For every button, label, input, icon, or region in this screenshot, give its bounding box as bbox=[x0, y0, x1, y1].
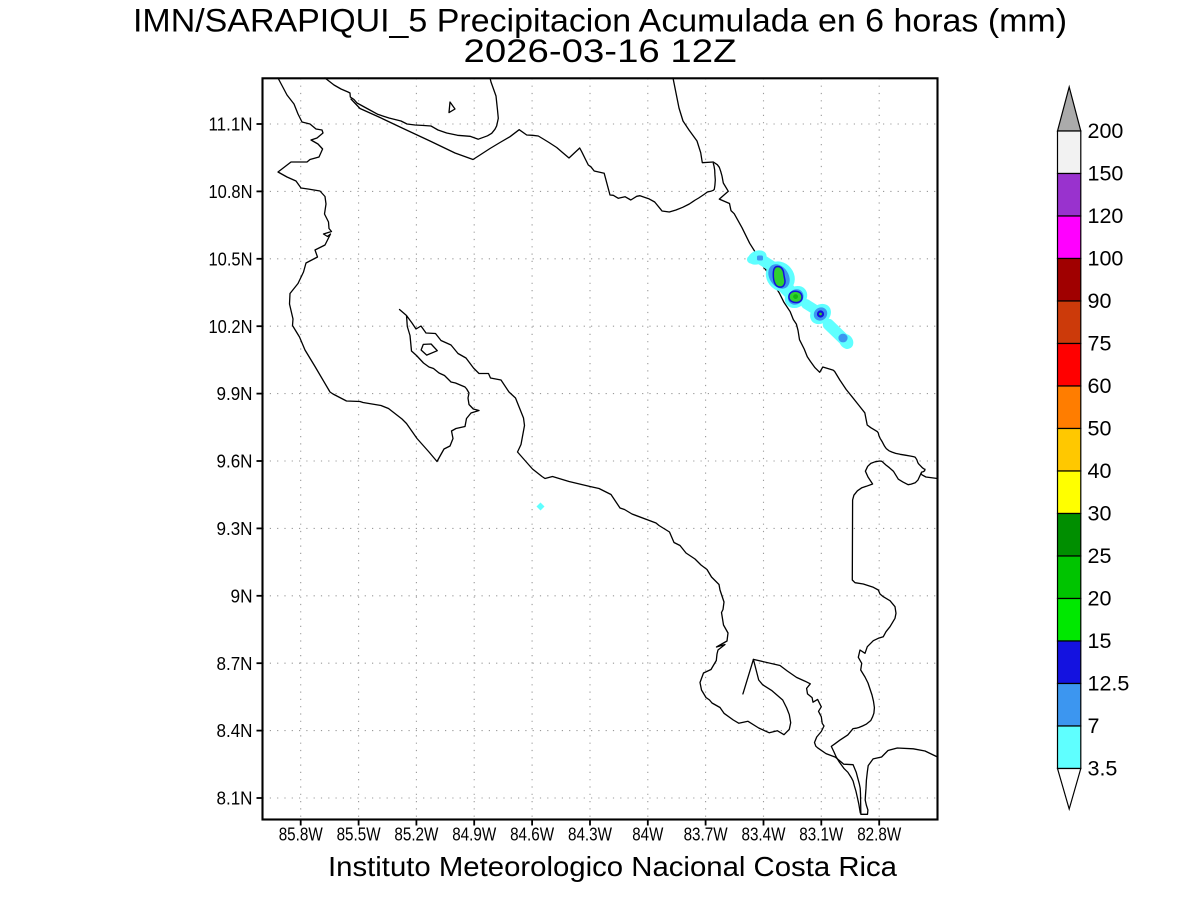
svg-text:Instituto Meteorologico Nacion: Instituto Meteorologico Nacional Costa R… bbox=[328, 851, 897, 882]
svg-text:84W: 84W bbox=[632, 825, 663, 845]
svg-text:9.3N: 9.3N bbox=[217, 519, 253, 539]
svg-text:25: 25 bbox=[1088, 544, 1112, 568]
svg-text:8.1N: 8.1N bbox=[217, 789, 253, 809]
svg-text:84.6W: 84.6W bbox=[510, 825, 554, 845]
svg-text:85.5W: 85.5W bbox=[337, 825, 381, 845]
svg-text:3.5: 3.5 bbox=[1088, 757, 1118, 781]
svg-text:9.6N: 9.6N bbox=[217, 452, 253, 472]
svg-text:75: 75 bbox=[1088, 332, 1112, 356]
svg-text:120: 120 bbox=[1088, 204, 1124, 228]
svg-text:83.7W: 83.7W bbox=[684, 825, 728, 845]
svg-text:2026-03-16 12Z: 2026-03-16 12Z bbox=[464, 33, 737, 69]
svg-text:30: 30 bbox=[1088, 502, 1112, 526]
svg-text:9.9N: 9.9N bbox=[217, 384, 253, 404]
svg-text:90: 90 bbox=[1088, 289, 1112, 313]
svg-text:11.1N: 11.1N bbox=[209, 115, 253, 135]
svg-text:9N: 9N bbox=[231, 586, 253, 606]
svg-text:IMN/SARAPIQUI_5 Precipitacion: IMN/SARAPIQUI_5 Precipitacion Acumulada … bbox=[133, 3, 1067, 39]
svg-text:200: 200 bbox=[1088, 119, 1124, 143]
svg-text:82.8W: 82.8W bbox=[857, 825, 901, 845]
svg-text:60: 60 bbox=[1088, 374, 1112, 398]
svg-text:10.8N: 10.8N bbox=[209, 182, 253, 202]
svg-text:12.5: 12.5 bbox=[1088, 672, 1130, 696]
svg-text:50: 50 bbox=[1088, 417, 1112, 441]
svg-text:8.4N: 8.4N bbox=[217, 721, 253, 741]
svg-text:84.9W: 84.9W bbox=[452, 825, 496, 845]
svg-text:20: 20 bbox=[1088, 587, 1112, 611]
svg-text:84.3W: 84.3W bbox=[568, 825, 612, 845]
svg-text:83.4W: 83.4W bbox=[742, 825, 786, 845]
svg-text:100: 100 bbox=[1088, 247, 1124, 271]
svg-text:150: 150 bbox=[1088, 162, 1124, 186]
svg-text:7: 7 bbox=[1088, 714, 1100, 738]
svg-text:85.8W: 85.8W bbox=[279, 825, 323, 845]
svg-text:85.2W: 85.2W bbox=[394, 825, 438, 845]
svg-text:40: 40 bbox=[1088, 459, 1112, 483]
svg-text:15: 15 bbox=[1088, 629, 1112, 653]
svg-text:8.7N: 8.7N bbox=[217, 654, 253, 674]
svg-text:83.1W: 83.1W bbox=[799, 825, 843, 845]
svg-text:10.5N: 10.5N bbox=[209, 249, 253, 269]
svg-text:10.2N: 10.2N bbox=[209, 317, 253, 337]
